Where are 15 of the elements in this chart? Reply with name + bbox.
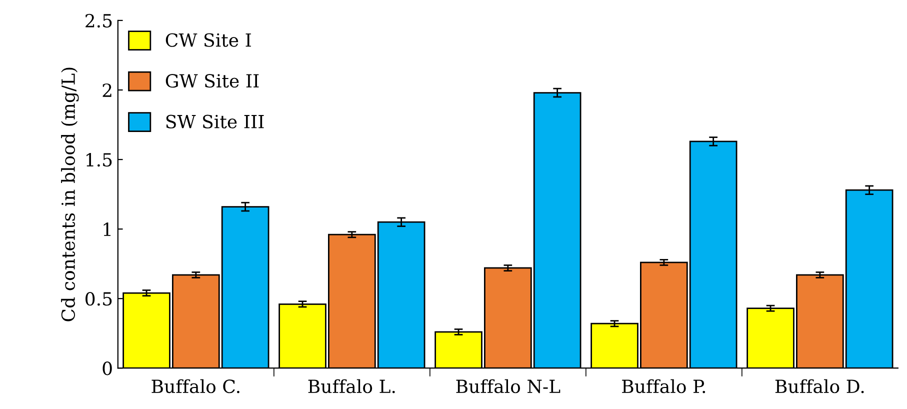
y-tick-label: 0 [102,362,112,376]
legend-label: CW Site I [166,33,251,47]
x-tick-label: Buffalo D. [775,379,864,394]
y-tick-label: 2 [102,83,112,97]
y-tick-label: 0.5 [86,292,112,306]
y-tick-label: 1 [104,222,110,236]
y-tick-label: 1.5 [86,152,112,167]
x-tick-label: Buffalo N-L [456,379,560,394]
y-tick-label: 2.5 [86,14,112,28]
legend-label: SW Site III [166,114,264,128]
x-tick-label: Buffalo C. [152,379,240,394]
x-tick-label: Buffalo L. [308,379,395,394]
legend-label: GW Site II [166,74,259,88]
y-axis-title: Cd contents in blood (mg/L) [61,68,79,322]
x-tick-label: Buffalo P. [622,379,706,394]
